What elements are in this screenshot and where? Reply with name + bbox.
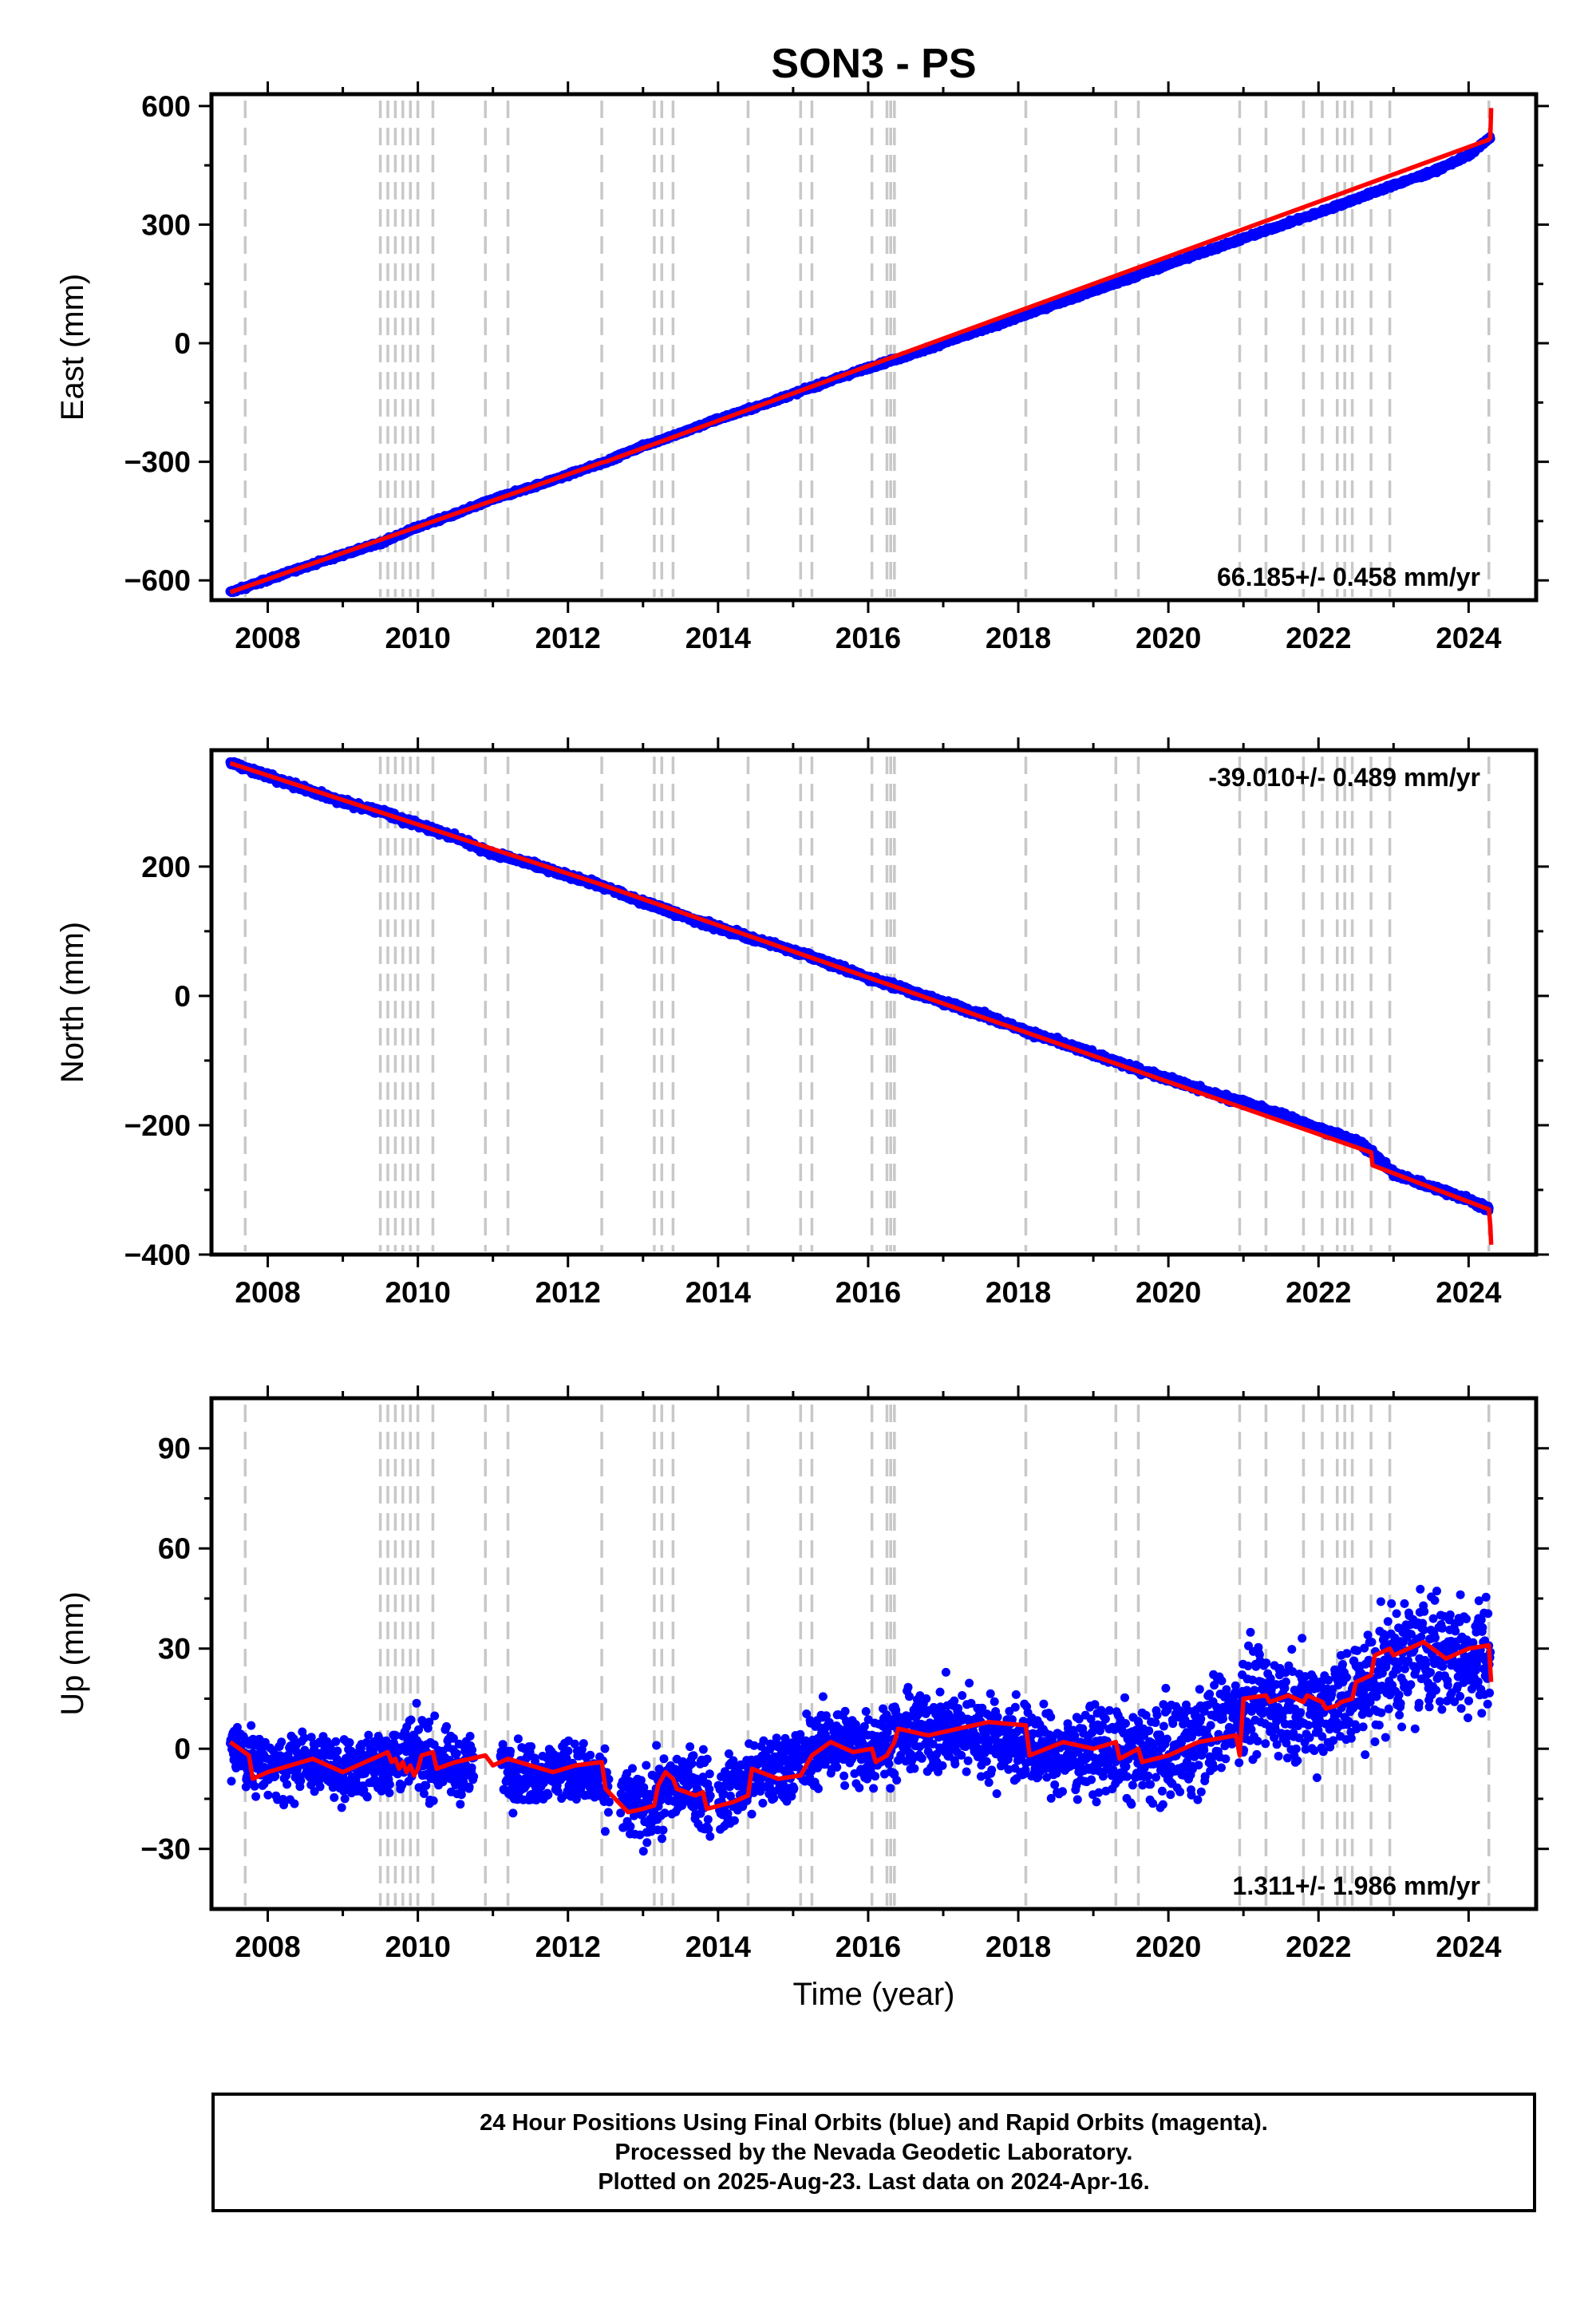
y-tick-label: −300 xyxy=(124,446,191,479)
plot-area xyxy=(225,757,1494,1251)
y-tick-label: 600 xyxy=(141,90,191,123)
chart-panels: 2008 2010 2012 2014 2016 2018 2020 2022 2024 600 3… xyxy=(55,81,1549,2012)
y-tick-label: −600 xyxy=(124,564,191,597)
x-tick-label: 2018 xyxy=(986,622,1051,654)
x-tick-label: 2020 xyxy=(1136,622,1201,654)
panel-east: 2008 2010 2012 2014 2016 2018 2020 2022 2024 600 3… xyxy=(55,81,1549,654)
x-tick-label: 2024 xyxy=(1436,622,1502,654)
y-tick-label: 0 xyxy=(174,327,191,360)
x-tick-label: 2010 xyxy=(385,622,450,654)
rate-label: 66.185+/- 0.458 mm/yr xyxy=(1217,563,1480,591)
x-tick-label: 2016 xyxy=(836,622,901,654)
x-tick-label: 2014 xyxy=(685,622,752,654)
plot-frame xyxy=(209,92,1539,603)
x-tick-label: 2008 xyxy=(235,622,300,654)
x-axis: 2008 2010 2012 2014 2016 2018 2020 2022 2024 xyxy=(235,81,1502,654)
panel-north: 2008 2010 2012 2014 2016 2018 2020 2022 20242000… xyxy=(55,737,1549,1309)
plot-area xyxy=(225,101,1495,597)
y-axis-label: East (mm) xyxy=(55,274,90,421)
x-tick-label: 2012 xyxy=(535,622,601,654)
x-tick-label: 2022 xyxy=(1286,622,1351,654)
y-axis: 600 300 0 −300 −600 xyxy=(124,90,1549,597)
model-line xyxy=(229,108,1494,595)
y-tick-label: 300 xyxy=(141,208,191,241)
figure-title: SON3 - PS xyxy=(771,41,976,87)
